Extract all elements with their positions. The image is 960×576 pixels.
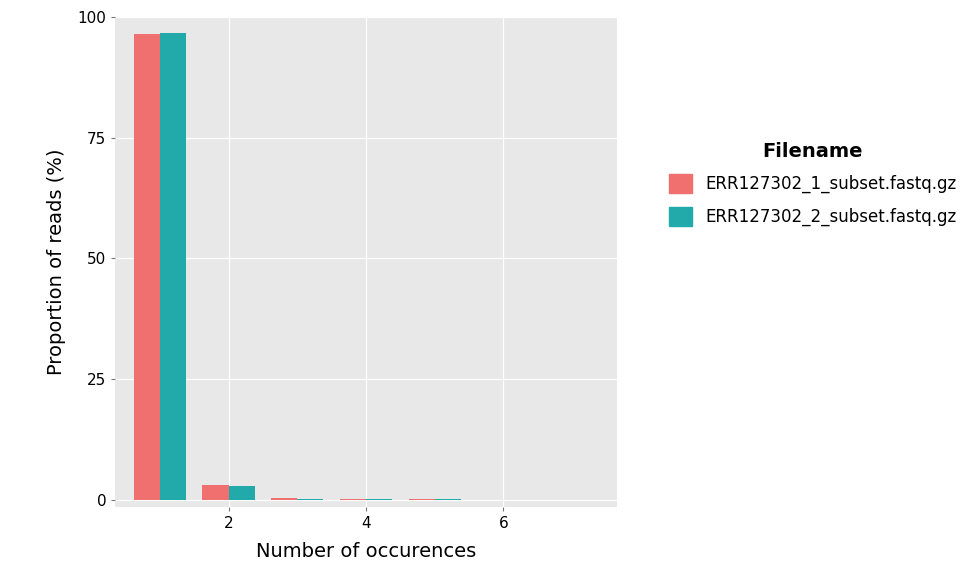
X-axis label: Number of occurences: Number of occurences xyxy=(255,542,476,561)
Bar xyxy=(133,34,160,499)
Legend: ERR127302_1_subset.fastq.gz, ERR127302_2_subset.fastq.gz: ERR127302_1_subset.fastq.gz, ERR127302_2… xyxy=(660,133,960,234)
Bar xyxy=(271,498,298,499)
Bar xyxy=(228,486,254,499)
Y-axis label: Proportion of reads (%): Proportion of reads (%) xyxy=(47,149,66,376)
Bar xyxy=(160,33,186,499)
Bar xyxy=(203,485,228,499)
